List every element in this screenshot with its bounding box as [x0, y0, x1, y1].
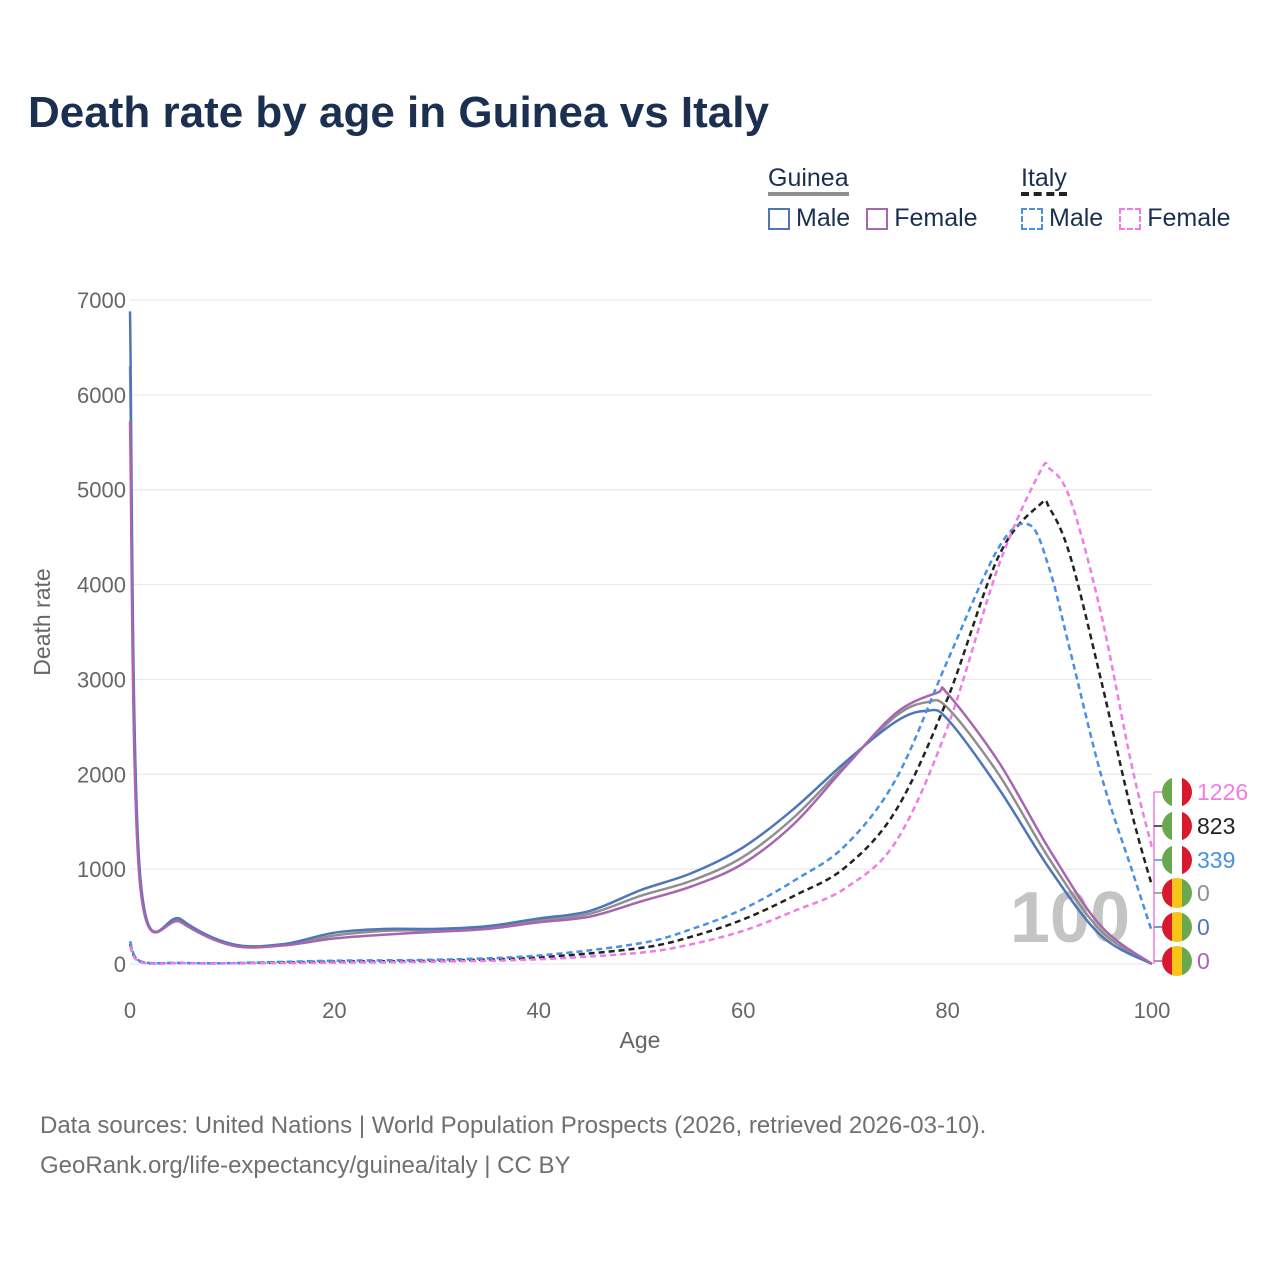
legend-group-italy: Italy Male Female — [1021, 164, 1231, 233]
series-line-italy-female[interactable] — [128, 461, 1154, 965]
legend-swatch-italy-female — [1119, 207, 1142, 230]
series-line-guinea-female[interactable] — [128, 421, 1153, 966]
legend-item-guinea-male[interactable]: Male — [768, 204, 850, 233]
chart-title: Death rate by age in Guinea vs Italy — [28, 88, 769, 137]
end-marker-0: 1226 — [1154, 777, 1248, 807]
end-marker-4: 0 — [1154, 912, 1210, 942]
end-value-label: 1226 — [1197, 779, 1248, 805]
series-line-italy-total[interactable] — [128, 499, 1154, 965]
y-tick-label: 4000 — [77, 573, 126, 598]
italy-flag-icon — [1162, 845, 1192, 875]
guinea-flag-icon — [1162, 946, 1192, 976]
legend-label-guinea-male: Male — [796, 204, 851, 232]
series-line-guinea-total[interactable] — [128, 366, 1153, 966]
legend-label-italy-male: Male — [1049, 204, 1104, 232]
series-line-italy-male[interactable] — [128, 522, 1154, 965]
x-tick-label: 40 — [527, 998, 551, 1023]
y-tick-label: 7000 — [77, 288, 126, 313]
y-tick-label: 1000 — [77, 857, 126, 882]
end-value-label: 0 — [1197, 880, 1210, 906]
end-marker-5: 0 — [1154, 946, 1210, 976]
legend-swatch-guinea-female — [866, 207, 889, 230]
legend-group-guinea: Guinea Male Female — [768, 164, 978, 233]
grid — [130, 299, 1152, 965]
x-tick-label: 100 — [1134, 998, 1171, 1023]
y-tick-label: 3000 — [77, 667, 126, 692]
legend-swatch-italy-male — [1021, 207, 1043, 230]
legend-item-italy-female[interactable]: Female — [1119, 204, 1231, 233]
end-value-label: 0 — [1197, 914, 1210, 940]
x-tick-label: 0 — [124, 998, 136, 1023]
end-value-label: 823 — [1197, 813, 1235, 839]
y-tick-label: 0 — [114, 952, 126, 977]
legend-item-guinea-female[interactable]: Female — [866, 204, 978, 233]
end-marker-3: 0 — [1154, 878, 1210, 908]
legend-label-italy-female: Female — [1147, 204, 1231, 232]
footer-source: Data sources: United Nations | World Pop… — [40, 1112, 987, 1139]
x-axis-title: Age — [620, 1027, 661, 1053]
footer-credit[interactable]: GeoRank.org/life-expectancy/guinea/italy… — [40, 1152, 571, 1179]
x-tick-label: 60 — [731, 998, 755, 1023]
axes: 0 1000 2000 3000 4000 5000 6000 7000 0 20 40 60 80 10… — [77, 288, 1170, 1023]
x-tick-label: 20 — [322, 998, 346, 1023]
y-tick-label: 2000 — [77, 762, 126, 787]
legend-item-italy-male[interactable]: Male — [1021, 204, 1103, 233]
x-tick-label: 80 — [935, 998, 959, 1023]
end-value-label: 339 — [1197, 847, 1235, 873]
end-marker-1: 823 — [1154, 811, 1235, 841]
end-labels: 1226 823 339 0 0 0 — [1153, 777, 1248, 976]
y-tick-label: 5000 — [77, 478, 126, 503]
end-marker-2: 339 — [1154, 845, 1235, 875]
series — [128, 311, 1154, 966]
italy-flag-icon — [1162, 811, 1192, 841]
guinea-flag-icon — [1162, 878, 1192, 908]
y-tick-label: 6000 — [77, 383, 126, 408]
guinea-flag-icon — [1162, 912, 1192, 942]
footer: Data sources: United Nations | World Pop… — [40, 1106, 986, 1186]
y-axis-title: Death rate — [29, 568, 55, 675]
legend-title-guinea: Guinea — [768, 164, 849, 196]
legend-label-guinea-female: Female — [894, 204, 978, 232]
series-line-guinea-male[interactable] — [128, 311, 1153, 966]
end-value-label: 0 — [1197, 948, 1210, 974]
italy-flag-icon — [1162, 777, 1192, 807]
legend-title-italy: Italy — [1021, 164, 1067, 196]
legend-swatch-guinea-male — [768, 207, 790, 230]
